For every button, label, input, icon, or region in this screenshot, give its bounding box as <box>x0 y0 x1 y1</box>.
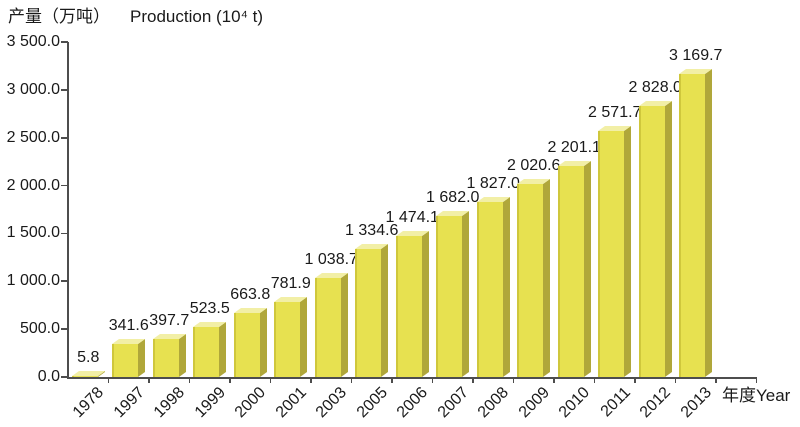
y-tick-mark <box>61 41 68 43</box>
x-tick-mark <box>229 377 231 383</box>
y-tick-label: 0.0 <box>37 368 60 385</box>
bar-value-label: 397.7 <box>149 311 190 329</box>
bar-value-label: 2 828.0 <box>628 79 682 97</box>
y-tick-label: 2 500.0 <box>6 128 60 146</box>
x-tick-mark <box>472 377 474 383</box>
bar-side-face <box>421 230 429 377</box>
y-tick-label: 3 500.0 <box>6 33 60 50</box>
y-tick-mark <box>61 280 68 283</box>
chart-title-en: Production (10⁴ t) <box>130 7 263 26</box>
y-tick-label: 1 000.0 <box>6 272 60 290</box>
bar <box>71 376 98 377</box>
x-tick-mark <box>391 377 393 383</box>
bar-value-label: 2 201.1 <box>547 139 601 157</box>
bar-value-label: 1 474.1 <box>385 208 439 226</box>
bar-side-face <box>502 197 510 377</box>
bar-value-label: 1 827.0 <box>466 175 520 193</box>
x-axis-line <box>67 377 757 379</box>
bar-side-face <box>259 308 267 377</box>
bar <box>679 73 706 377</box>
bar <box>395 235 422 377</box>
bar <box>476 202 503 377</box>
bar-side-face <box>381 244 389 377</box>
bar-value-label: 1 334.6 <box>345 222 399 240</box>
x-tick-mark <box>715 377 717 383</box>
y-tick-mark <box>61 136 68 139</box>
bar-value-label: 523.5 <box>189 299 230 317</box>
bar-side-face <box>664 101 672 377</box>
bar-side-face <box>543 178 551 377</box>
bar-side-face <box>340 272 348 377</box>
bar-value-label: 341.6 <box>108 317 149 335</box>
x-tick-mark <box>350 377 353 383</box>
y-tick-label: 1 500.0 <box>6 224 60 242</box>
x-tick-mark <box>553 377 555 383</box>
bar-side-face <box>462 211 470 377</box>
x-tick-mark <box>634 377 636 383</box>
bar-side-face <box>219 321 227 377</box>
x-tick-mark <box>269 377 272 383</box>
bar-side-face <box>583 161 591 377</box>
bar <box>314 277 341 377</box>
x-tick-mark <box>431 377 434 383</box>
x-tick-mark <box>107 377 110 383</box>
bar-side-face <box>300 297 308 377</box>
x-tick-mark <box>148 377 150 383</box>
bar-value-label: 663.8 <box>230 286 271 304</box>
x-axis-title: 年度Year <box>722 386 791 405</box>
bar-value-label: 2 571.7 <box>588 103 642 121</box>
bar <box>598 130 625 377</box>
bar-value-label: 1 682.0 <box>426 189 480 206</box>
y-tick-mark <box>61 328 68 330</box>
bar <box>152 338 179 377</box>
bar-value-label: 1 038.7 <box>304 250 358 268</box>
y-tick-label: 500.0 <box>19 320 60 338</box>
bar <box>233 313 260 377</box>
bar-value-label: 5.8 <box>77 349 100 367</box>
bar-side-face <box>138 339 146 377</box>
y-tick-mark <box>61 376 68 378</box>
chart-title-zh: 产量（万吨） <box>8 7 110 26</box>
bar <box>638 106 665 377</box>
y-axis-line <box>67 42 69 379</box>
bar-side-face <box>624 125 632 377</box>
bar <box>193 326 220 377</box>
bar <box>112 344 139 377</box>
x-tick-mark <box>593 377 596 383</box>
x-tick-mark <box>310 377 312 383</box>
x-tick-mark <box>674 377 677 383</box>
bar <box>436 216 463 377</box>
bar <box>517 183 544 377</box>
bar-top-face <box>71 371 105 377</box>
x-tick-mark <box>755 377 758 383</box>
y-tick-label: 3 000.0 <box>6 80 60 98</box>
y-tick-label: 2 000.0 <box>6 176 60 194</box>
bar-side-face <box>178 333 186 377</box>
y-tick-mark <box>61 232 68 235</box>
y-tick-mark <box>61 89 68 91</box>
bar-value-label: 3 169.7 <box>669 46 723 64</box>
x-tick-mark <box>188 377 191 383</box>
bar <box>274 302 301 377</box>
x-tick-mark <box>512 377 515 383</box>
bar-value-label: 2 020.6 <box>507 156 561 174</box>
bar <box>557 166 584 377</box>
chart-title: 产量（万吨） Production (10⁴ t) <box>8 6 263 28</box>
y-tick-mark <box>61 184 68 187</box>
bar-value-label: 781.9 <box>270 275 311 293</box>
bar <box>355 249 382 377</box>
bar-side-face <box>705 68 713 377</box>
